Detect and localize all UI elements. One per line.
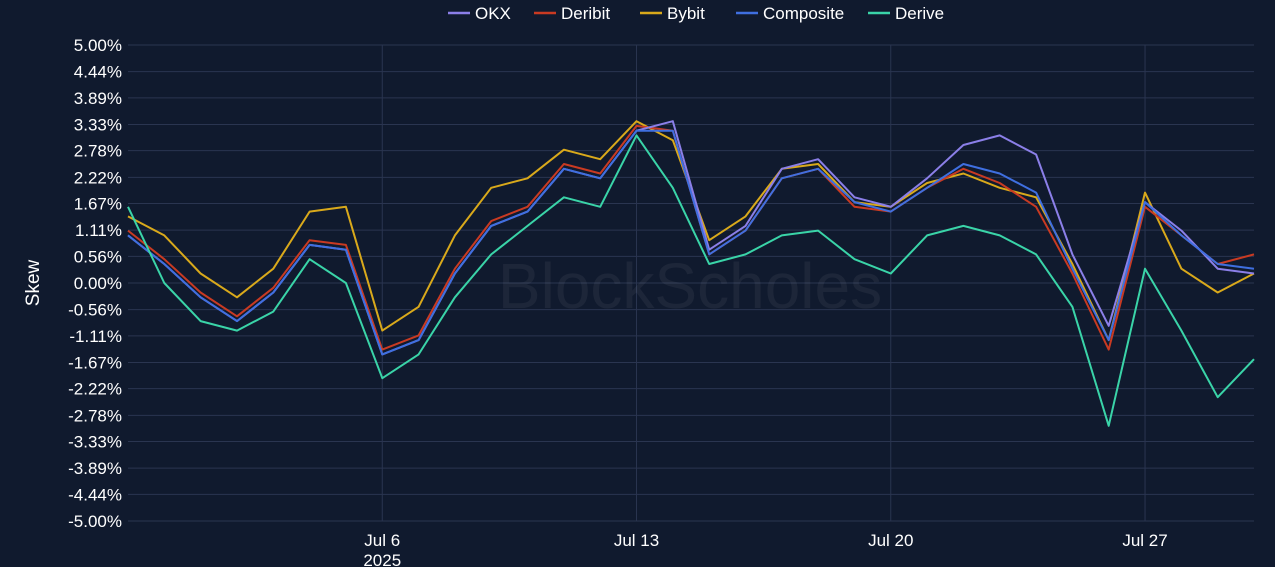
y-tick-label: 0.56% [74,247,122,266]
y-tick-label: 0.00% [74,274,122,293]
y-tick-label: 3.89% [74,89,122,108]
y-tick-label: 1.11% [75,221,122,240]
series-line-composite [127,129,1255,356]
grid-lines [128,44,1254,522]
x-tick-label: Jul 13 [614,531,659,550]
legend-label-deribit: Deribit [561,4,610,23]
y-tick-label: -0.56% [68,301,122,320]
legend-label-composite: Composite [763,4,844,23]
x-tick-year-label: 2025 [363,551,401,567]
legend: OKX Deribit Bybit Composite Derive [448,4,944,23]
y-tick-label: -5.00% [68,512,122,531]
y-tick-label: 5.00% [74,36,122,55]
x-tick-label: Jul 20 [868,531,913,550]
y-tick-label: -1.67% [68,353,122,372]
y-tick-label: -4.44% [68,485,122,504]
legend-label-bybit: Bybit [667,4,705,23]
x-tick-label: Jul 27 [1122,531,1167,550]
series-lines [127,120,1255,427]
series-line-derive [127,134,1255,427]
y-tick-label: -1.11% [69,327,122,346]
y-tick-label: -2.78% [68,406,122,425]
y-axis-label: Skew [23,259,44,306]
legend-label-derive: Derive [895,4,944,23]
y-tick-label: 2.22% [74,168,122,187]
y-tick-label: -3.89% [68,459,122,478]
watermark-text: BlockScholes [498,250,882,322]
y-tick-label: -2.22% [68,380,122,399]
y-axis-ticks: 5.00% 4.44% 3.89% 3.33% 2.78% 2.22% 1.67% 1.11%… [68,36,122,531]
y-tick-label: 4.44% [74,63,122,82]
x-tick-label: Jul 6 [364,531,400,550]
y-tick-label: 1.67% [74,195,122,214]
legend-label-okx: OKX [475,4,511,23]
y-tick-label: -3.33% [68,433,122,452]
y-tick-label: 3.33% [74,115,122,134]
y-tick-label: 2.78% [74,142,122,161]
